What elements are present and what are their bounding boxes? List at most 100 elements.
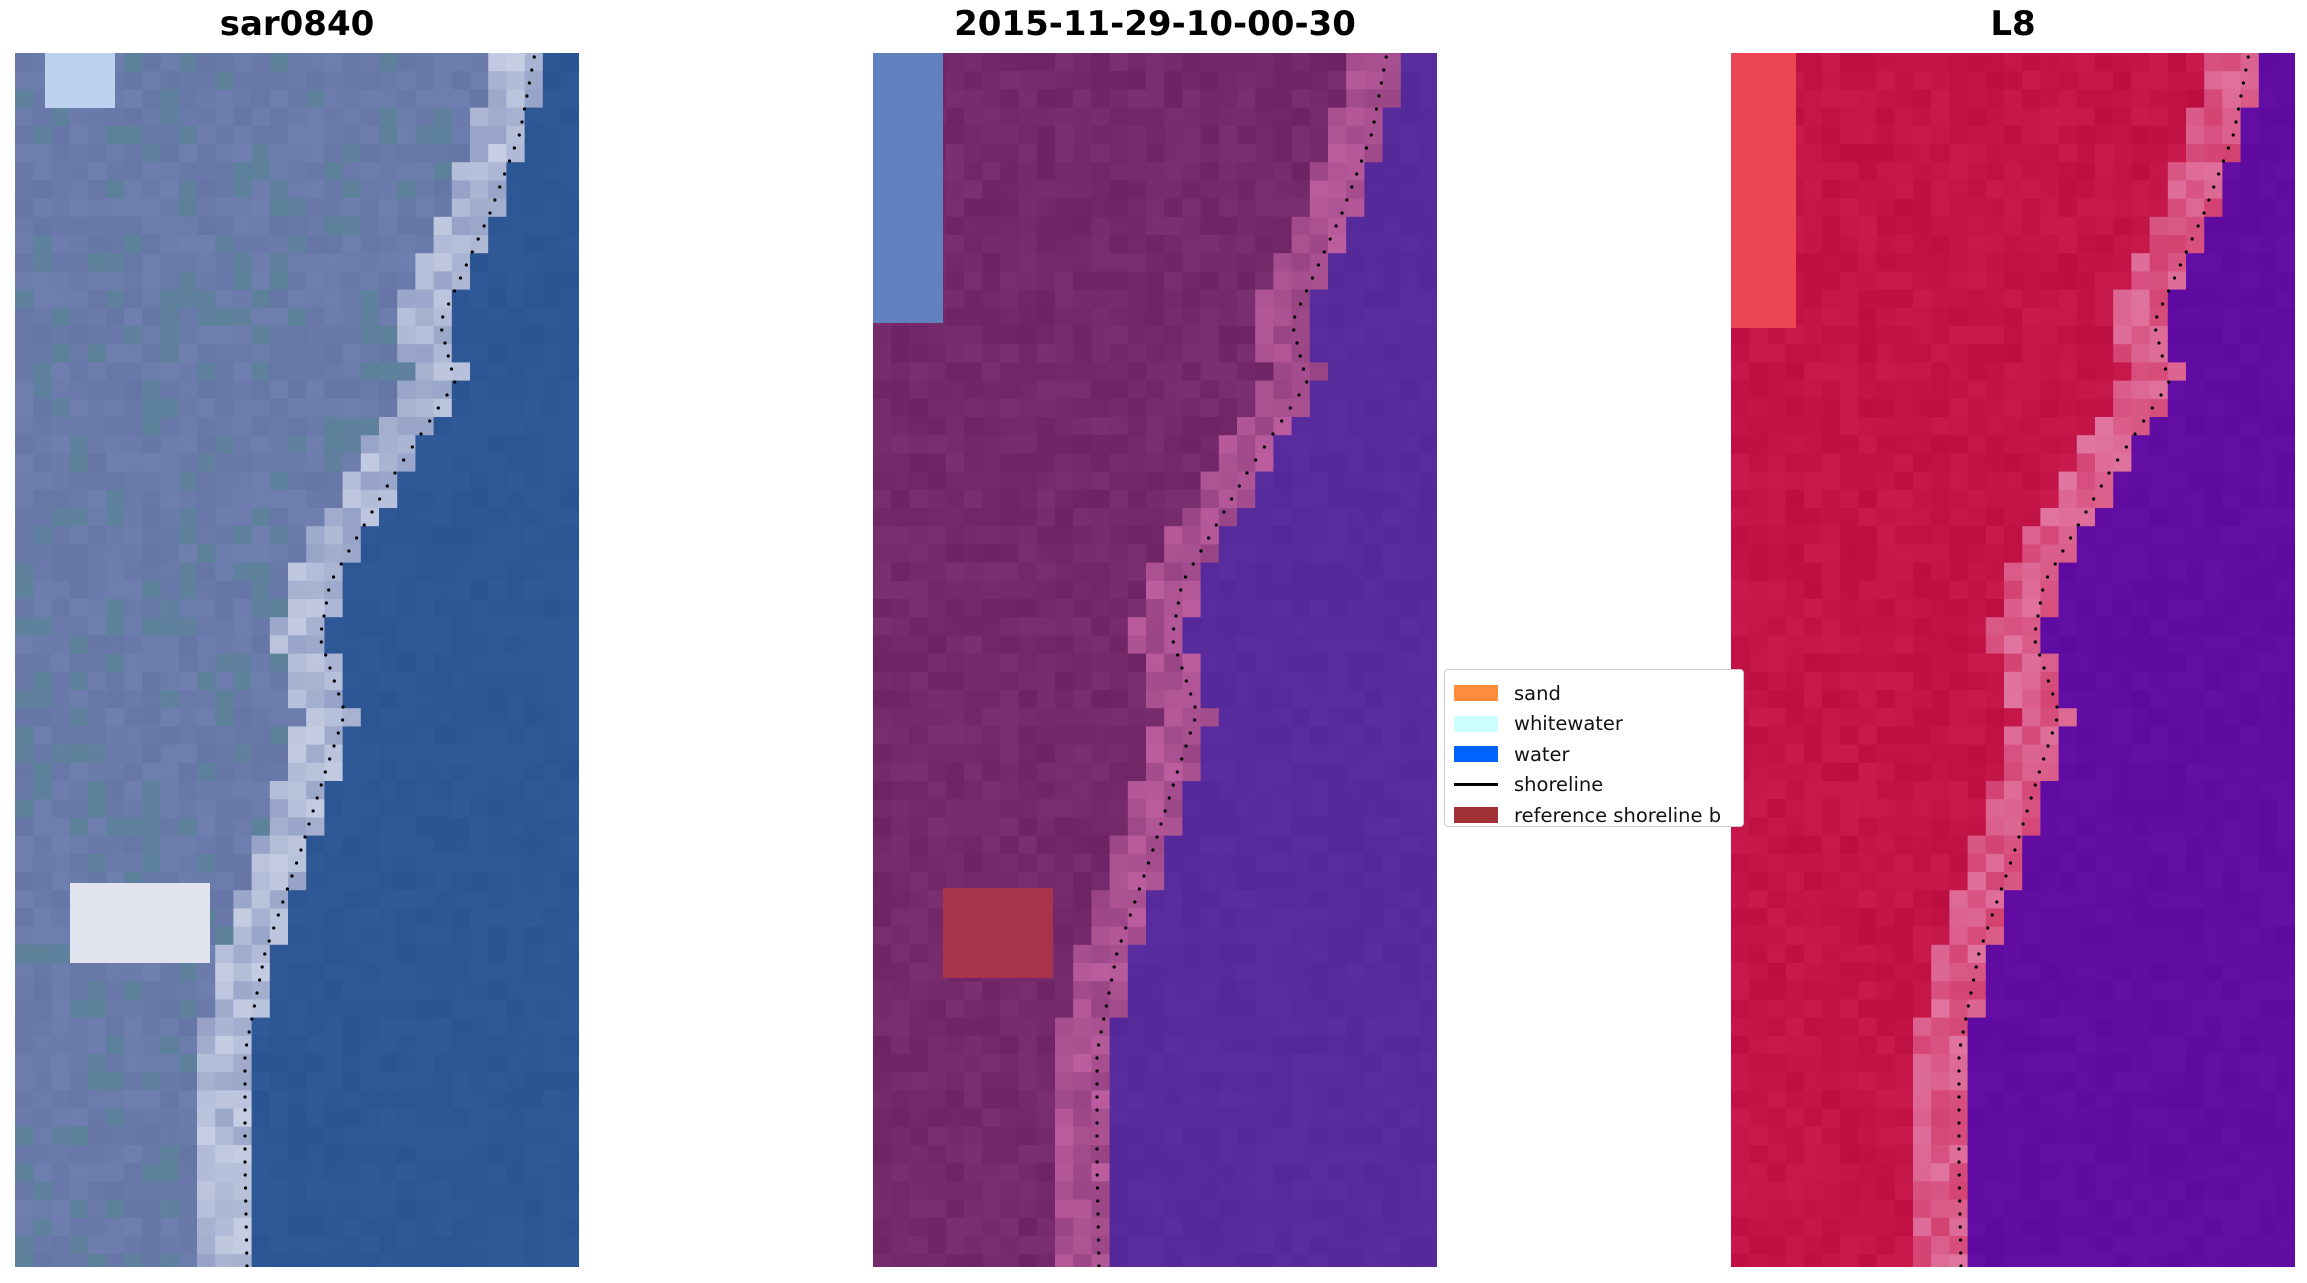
image-pixel (1273, 963, 1293, 982)
image-pixel (15, 999, 34, 1019)
image-pixel (306, 999, 325, 1019)
image-pixel (873, 690, 892, 709)
image-pixel (2240, 71, 2260, 90)
image-pixel (2277, 271, 2295, 291)
image-pixel (360, 926, 380, 946)
image-pixel (15, 307, 34, 327)
image-pixel (1055, 635, 1074, 655)
image-pixel (1967, 125, 1987, 145)
image-pixel (506, 781, 526, 800)
image-pixel (506, 1108, 526, 1128)
image-pixel (15, 562, 34, 582)
image-pixel (524, 508, 544, 527)
image-pixel (288, 489, 307, 509)
image-pixel (542, 762, 562, 782)
image-pixel (342, 1181, 362, 1201)
image-pixel (1400, 471, 1420, 491)
image-pixel (561, 817, 579, 837)
image-pixel (1803, 362, 1823, 382)
image-pixel (1255, 926, 1274, 946)
image-pixel (1309, 653, 1329, 673)
image-pixel (1127, 435, 1147, 454)
image-pixel (1328, 107, 1347, 127)
image-pixel (87, 781, 107, 800)
image-pixel (1273, 1017, 1293, 1037)
image-pixel (1182, 71, 1202, 90)
image-pixel (233, 562, 253, 582)
image-pixel (124, 1217, 143, 1237)
image-pixel (1767, 417, 1787, 436)
image-pixel (1785, 398, 1805, 418)
image-pixel (1328, 981, 1347, 1000)
image-pixel (397, 781, 416, 800)
image-pixel (15, 726, 34, 746)
image-pixel (269, 635, 289, 655)
image-pixel (1291, 162, 1311, 181)
image-pixel (415, 398, 435, 418)
image-pixel (561, 981, 579, 1000)
image-pixel (506, 71, 526, 90)
image-pixel (433, 653, 453, 673)
image-pixel (1164, 125, 1183, 145)
image-pixel (964, 144, 983, 163)
image-pixel (342, 963, 362, 982)
image-pixel (1146, 180, 1165, 200)
image-pixel (982, 635, 1001, 655)
image-pixel (2277, 216, 2295, 236)
image-pixel (506, 235, 526, 254)
image-pixel (397, 362, 416, 382)
image-pixel (324, 690, 344, 709)
image-pixel (397, 708, 416, 727)
image-pixel (1309, 1090, 1329, 1110)
image-pixel (1000, 817, 1020, 837)
image-pixel (251, 926, 271, 946)
image-pixel (1803, 216, 1823, 236)
image-pixel (324, 526, 344, 545)
shoreline-dot (1115, 952, 1119, 956)
image-pixel (506, 380, 526, 400)
image-pixel (360, 398, 380, 418)
image-pixel (1346, 908, 1365, 928)
image-pixel (945, 1199, 965, 1219)
image-pixel (945, 635, 965, 655)
image-pixel (1255, 1199, 1274, 1219)
image-pixel (1182, 690, 1202, 709)
image-pixel (33, 526, 52, 545)
image-pixel (927, 853, 947, 873)
image-pixel (561, 708, 579, 727)
image-pixel (397, 1126, 416, 1146)
image-pixel (324, 963, 344, 982)
image-pixel (1364, 1072, 1384, 1091)
image-pixel (87, 435, 107, 454)
image-pixel (927, 562, 947, 582)
image-pixel (415, 562, 435, 582)
image-pixel (1346, 489, 1365, 509)
image-pixel (178, 107, 198, 127)
image-pixel (982, 617, 1001, 636)
image-pixel (197, 1181, 216, 1201)
image-pixel (1127, 508, 1147, 527)
image-pixel (2258, 344, 2278, 363)
image-pixel (233, 963, 253, 982)
image-pixel (1364, 1163, 1384, 1182)
image-pixel (1055, 144, 1074, 163)
image-pixel (873, 1145, 892, 1164)
image-pixel (142, 1072, 162, 1091)
image-pixel (1364, 162, 1384, 181)
image-pixel (542, 1163, 562, 1182)
image-pixel (124, 653, 143, 673)
image-pixel (1291, 307, 1311, 327)
image-pixel (1273, 289, 1293, 309)
image-pixel (1018, 162, 1038, 181)
image-pixel (2186, 198, 2205, 218)
image-pixel (124, 362, 143, 382)
image-pixel (142, 180, 162, 200)
image-pixel (1218, 107, 1238, 127)
image-pixel (1200, 690, 1220, 709)
image-pixel (1127, 799, 1147, 818)
image-pixel (2058, 107, 2078, 127)
image-pixel (1237, 1072, 1256, 1091)
image-pixel (288, 1017, 307, 1037)
image-pixel (2240, 289, 2260, 309)
image-pixel (1382, 125, 1402, 145)
